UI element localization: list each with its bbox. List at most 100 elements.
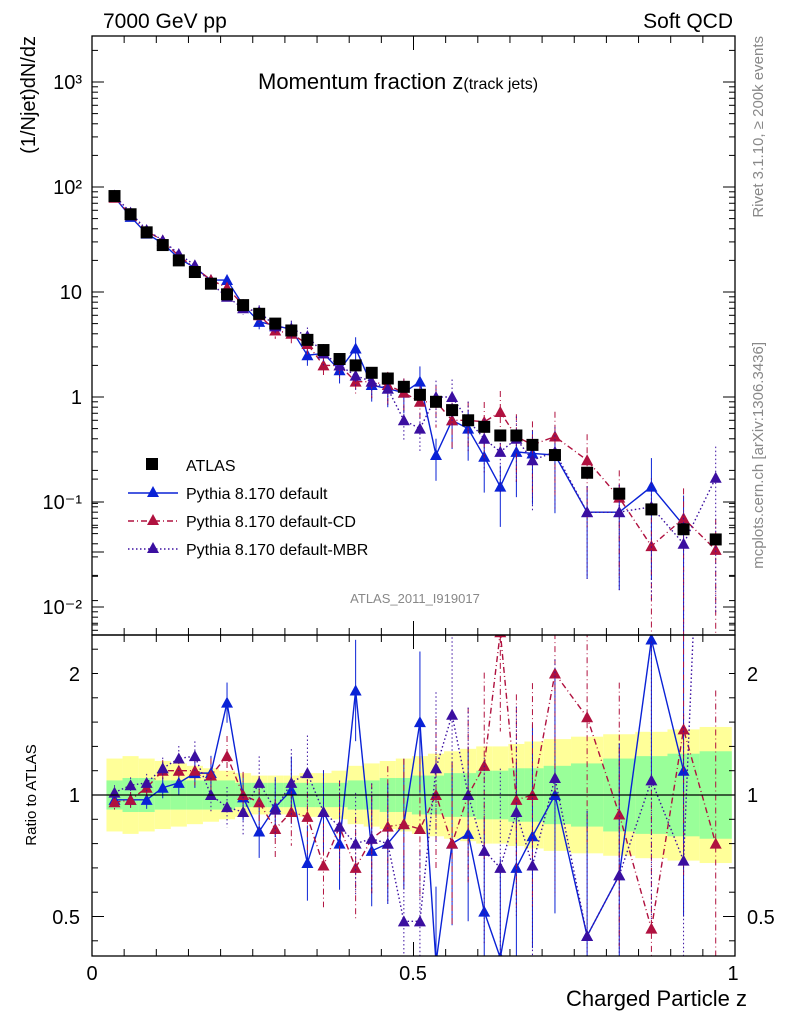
marker-atlas xyxy=(188,266,201,279)
series-line-default xyxy=(113,196,685,526)
mcplots-note: mcplots.cern.ch [arXiv:1306.3436] xyxy=(750,342,767,569)
ratio-marker-cd xyxy=(397,818,410,830)
ratio-marker-cd xyxy=(413,823,426,835)
marker-mbr xyxy=(381,382,394,394)
x-axis-title: Charged Particle z xyxy=(566,986,747,1011)
x-tick-labels: 0 0.5 1 xyxy=(86,963,738,985)
ratio-marker-mbr xyxy=(140,776,153,788)
ratio-marker-default xyxy=(645,635,658,645)
marker-atlas xyxy=(172,254,185,267)
marker-default xyxy=(645,480,658,492)
ratio-marker-mbr xyxy=(446,708,459,720)
ratio-marker-cd xyxy=(349,861,362,873)
marker-default xyxy=(349,342,362,354)
y-tick-label: 10³ xyxy=(53,72,82,94)
ratio-tick-label-left: 1 xyxy=(69,785,80,807)
marker-atlas xyxy=(430,395,443,408)
ratio-tick-label-right: 1 xyxy=(747,785,758,807)
marker-atlas xyxy=(269,317,282,330)
legend-label: Pythia 8.170 default-MBR xyxy=(186,542,368,559)
marker-cd xyxy=(413,395,426,407)
ratio-marker-mbr xyxy=(365,832,378,844)
chart-title: Momentum fraction z(track jets) xyxy=(258,69,538,94)
ratio-marker-mbr xyxy=(510,806,523,818)
marker-atlas xyxy=(548,449,561,462)
legend-label: Pythia 8.170 default-CD xyxy=(186,514,356,531)
x-tick-label: 0.5 xyxy=(399,963,427,985)
marker-atlas xyxy=(317,344,330,357)
ratio-marker-default xyxy=(172,776,185,788)
ratio-marker-mbr xyxy=(413,915,426,927)
marker-atlas xyxy=(333,353,346,366)
marker-default xyxy=(494,480,507,492)
marker-atlas xyxy=(462,414,475,427)
marker-atlas xyxy=(397,380,410,393)
marker-atlas xyxy=(253,307,266,320)
y-tick-label: 1 xyxy=(71,387,82,409)
y-tick-label: 10 xyxy=(60,282,82,304)
marker-atlas xyxy=(124,208,137,221)
marker-default xyxy=(301,349,314,361)
marker-mbr xyxy=(494,445,507,457)
marker-atlas xyxy=(204,277,217,290)
marker-atlas xyxy=(510,429,523,442)
marker-atlas xyxy=(156,239,169,252)
marker-mbr xyxy=(397,414,410,426)
ratio-marker-mbr xyxy=(710,94,722,105)
marker-atlas xyxy=(349,359,362,372)
marker-atlas xyxy=(108,190,121,203)
ratio-tick-label-left: 0.5 xyxy=(52,907,80,929)
legend-label: ATLAS xyxy=(186,458,236,475)
marker-default xyxy=(510,445,523,457)
legend-marker-mbr xyxy=(147,542,159,553)
ratio-marker-mbr xyxy=(253,776,266,788)
ratio-tick-label-right: 0.5 xyxy=(747,907,775,929)
ratio-marker-mbr xyxy=(221,801,234,813)
ratio-series-layer xyxy=(108,94,722,968)
ratio-marker-mbr xyxy=(581,929,594,941)
ratio-marker-cd xyxy=(108,796,121,808)
ratio-marker-mbr xyxy=(285,776,298,788)
x-tick-label: 0 xyxy=(86,963,97,985)
marker-cd xyxy=(581,454,594,466)
energy-label: 7000 GeV pp xyxy=(103,10,227,33)
marker-atlas xyxy=(221,288,234,301)
marker-mbr xyxy=(349,369,362,381)
ratio-marker-default xyxy=(413,716,426,728)
ratio-marker-mbr xyxy=(381,837,394,849)
ratio-marker-mbr xyxy=(430,762,443,774)
ratio-marker-default xyxy=(462,827,475,839)
ratio-marker-mbr xyxy=(188,750,201,762)
marker-mbr xyxy=(478,432,491,444)
ratio-marker-default xyxy=(349,684,362,696)
marker-cd xyxy=(677,512,690,524)
marker-mbr xyxy=(526,454,539,466)
ratio-marker-mbr xyxy=(333,820,346,832)
marker-cd xyxy=(494,405,507,417)
x-tick-label: 1 xyxy=(727,963,738,985)
process-label: Soft QCD xyxy=(643,10,733,33)
marker-default xyxy=(413,375,426,387)
ratio-marker-default xyxy=(221,696,234,708)
ratio-marker-default xyxy=(430,957,442,968)
ratio-marker-mbr xyxy=(397,915,410,927)
marker-atlas xyxy=(413,388,426,401)
ratio-marker-default xyxy=(301,857,314,869)
marker-atlas xyxy=(645,503,658,516)
ratio-marker-cd xyxy=(613,808,626,820)
marker-atlas xyxy=(613,487,626,500)
ratio-marker-cd xyxy=(124,793,137,805)
legend-marker-default xyxy=(147,486,159,497)
marker-atlas xyxy=(494,429,507,442)
ratio-marker-mbr xyxy=(613,869,626,881)
ratio-marker-mbr xyxy=(645,774,658,786)
marker-default xyxy=(253,315,266,327)
ratio-marker-cd xyxy=(204,769,217,781)
ratio-marker-cd xyxy=(709,837,722,849)
ratio-marker-default xyxy=(140,793,153,805)
ratio-marker-cd xyxy=(478,759,491,771)
ratio-y-tick-labels: 0.5 1 2 0.5 1 2 xyxy=(52,664,775,929)
ratio-marker-cd xyxy=(285,806,298,818)
marker-atlas xyxy=(526,438,539,451)
marker-mbr xyxy=(365,375,378,387)
